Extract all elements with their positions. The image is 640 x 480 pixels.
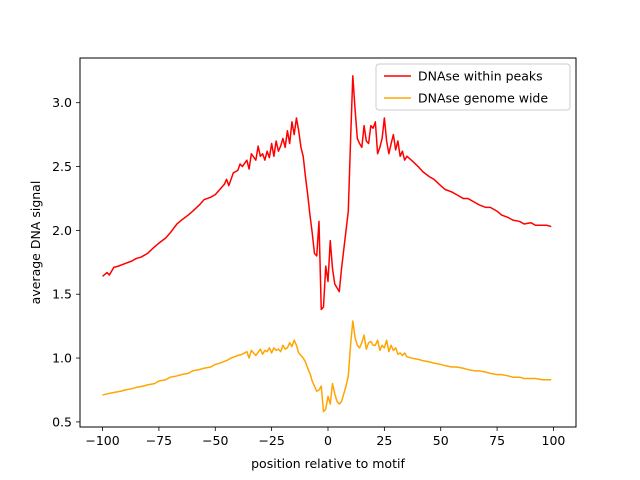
legend-label: DNAse genome wide bbox=[418, 91, 548, 106]
series-line-1 bbox=[102, 75, 552, 311]
y-tick-label: 1.0 bbox=[52, 351, 72, 366]
plot-area bbox=[102, 75, 552, 413]
series-line-2 bbox=[102, 320, 552, 413]
x-tick-label: 0 bbox=[324, 433, 332, 448]
x-axis: −100 −75 −50 −25 0 25 50 75 100 bbox=[85, 427, 565, 448]
y-tick-label: 2.5 bbox=[52, 159, 72, 174]
x-tick-label: 25 bbox=[376, 433, 392, 448]
x-tick-label: −100 bbox=[85, 433, 119, 448]
y-axis-label: average DNA signal bbox=[28, 181, 43, 305]
legend-box bbox=[375, 63, 571, 111]
y-tick-label: 3.0 bbox=[52, 95, 72, 110]
legend: DNAse within peaks DNAse genome wide bbox=[375, 63, 571, 111]
y-tick-label: 1.5 bbox=[52, 287, 72, 302]
x-tick-label: 50 bbox=[433, 433, 449, 448]
x-tick-label: −50 bbox=[202, 433, 228, 448]
x-tick-label: −75 bbox=[146, 433, 172, 448]
x-tick-label: −25 bbox=[258, 433, 284, 448]
y-axis: 0.5 1.0 1.5 2.0 2.5 3.0 bbox=[52, 95, 80, 429]
plot-frame bbox=[79, 57, 577, 428]
x-axis-label: position relative to motif bbox=[251, 456, 405, 471]
y-tick-label: 2.0 bbox=[52, 223, 72, 238]
x-tick-label: 75 bbox=[489, 433, 505, 448]
x-tick-label: 100 bbox=[542, 433, 566, 448]
y-tick-label: 0.5 bbox=[52, 414, 72, 429]
legend-label: DNAse within peaks bbox=[418, 69, 543, 84]
